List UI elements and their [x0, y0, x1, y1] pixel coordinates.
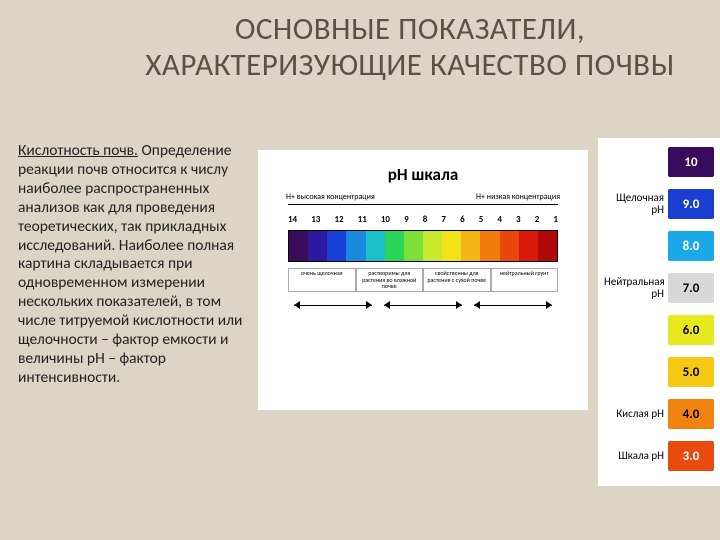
tick-label: 11 — [358, 214, 367, 225]
ph-diagram: pH шкала H+ высокая концентрация H+ низк… — [258, 150, 588, 410]
gradient-cell — [519, 231, 538, 261]
ph-scale-panel: 10Щелочная pH9.08.0Нейтральная pH7.06.05… — [598, 138, 720, 486]
tick-label: 5 — [479, 214, 484, 225]
scale-chip: 10 — [668, 147, 714, 177]
gradient-cell — [366, 231, 385, 261]
tick-label: 1 — [553, 214, 558, 225]
tick-label: 14 — [288, 214, 297, 225]
axis-line — [288, 204, 558, 205]
tick-label: 4 — [497, 214, 502, 225]
gradient-cell — [423, 231, 442, 261]
tick-label: 3 — [516, 214, 521, 225]
paragraph-text: Определение реакции почв относится к чис… — [18, 141, 242, 387]
page-title: ОСНОВНЫЕ ПОКАЗАТЕЛИ, ХАРАКТЕРИЗУЮЩИЕ КАЧ… — [0, 0, 720, 91]
scale-row: 5.0 — [604, 354, 716, 390]
scale-row: Щелочная pH9.0 — [604, 186, 716, 222]
scale-label: Щелочная pH — [604, 192, 668, 216]
gradient-cell — [442, 231, 461, 261]
scale-row: Кислая pH4.0 — [604, 396, 716, 432]
scale-row: Шкала pH3.0 — [604, 438, 716, 474]
gradient-cell — [385, 231, 404, 261]
gradient-cell — [500, 231, 519, 261]
scale-chip: 8.0 — [668, 231, 714, 261]
gradient-cell — [289, 231, 308, 261]
tick-label: 12 — [334, 214, 343, 225]
sub-label: свойственны для растения с сухой почве — [423, 268, 491, 292]
scale-chip: 9.0 — [668, 189, 714, 219]
gradient-cell — [538, 231, 557, 261]
gradient-cell — [308, 231, 327, 261]
sub-label: растворимы для растения во влажной почве — [356, 268, 424, 292]
sub-label: нейтральный грунт — [491, 268, 559, 292]
scale-row: 10 — [604, 144, 716, 180]
gradient-cell — [461, 231, 480, 261]
tick-row: 14 13 12 11 10 9 8 7 6 5 4 3 2 1 — [288, 214, 558, 225]
scale-row: 8.0 — [604, 228, 716, 264]
tick-label: 13 — [311, 214, 320, 225]
scale-chip: 7.0 — [668, 273, 714, 303]
tick-label: 9 — [404, 214, 409, 225]
scale-chip: 4.0 — [668, 399, 714, 429]
body-text: Кислотность почв. Определение реакции по… — [18, 142, 248, 388]
tick-label: 2 — [535, 214, 540, 225]
tick-label: 6 — [460, 214, 465, 225]
diagram-title: pH шкала — [258, 164, 588, 185]
scale-chip: 3.0 — [668, 441, 714, 471]
gradient-cell — [480, 231, 499, 261]
scale-chip: 5.0 — [668, 357, 714, 387]
tick-label: 10 — [381, 214, 390, 225]
gradient-cell — [327, 231, 346, 261]
tick-label: 8 — [423, 214, 428, 225]
arrow — [474, 305, 552, 306]
gradient-cell — [346, 231, 365, 261]
sub-label: очень щелочная — [288, 268, 356, 292]
gradient-cell — [404, 231, 423, 261]
scale-label: Шкала pH — [604, 450, 668, 462]
scale-label: Кислая pH — [604, 408, 668, 420]
lead-text: Кислотность почв. — [18, 141, 138, 160]
axis-label-left: H+ высокая концентрация — [286, 192, 375, 202]
arrows — [288, 305, 558, 306]
tick-label: 7 — [441, 214, 446, 225]
scale-label: Нейтральная pH — [604, 276, 668, 300]
scale-row: 6.0 — [604, 312, 716, 348]
gradient-bar — [288, 230, 558, 262]
scale-chip: 6.0 — [668, 315, 714, 345]
scale-row: Нейтральная pH7.0 — [604, 270, 716, 306]
sub-labels: очень щелочнаярастворимы для растения во… — [288, 268, 558, 292]
axis-label-right: H+ низкая концентрация — [476, 192, 560, 202]
arrow — [384, 305, 462, 306]
arrow — [294, 305, 372, 306]
